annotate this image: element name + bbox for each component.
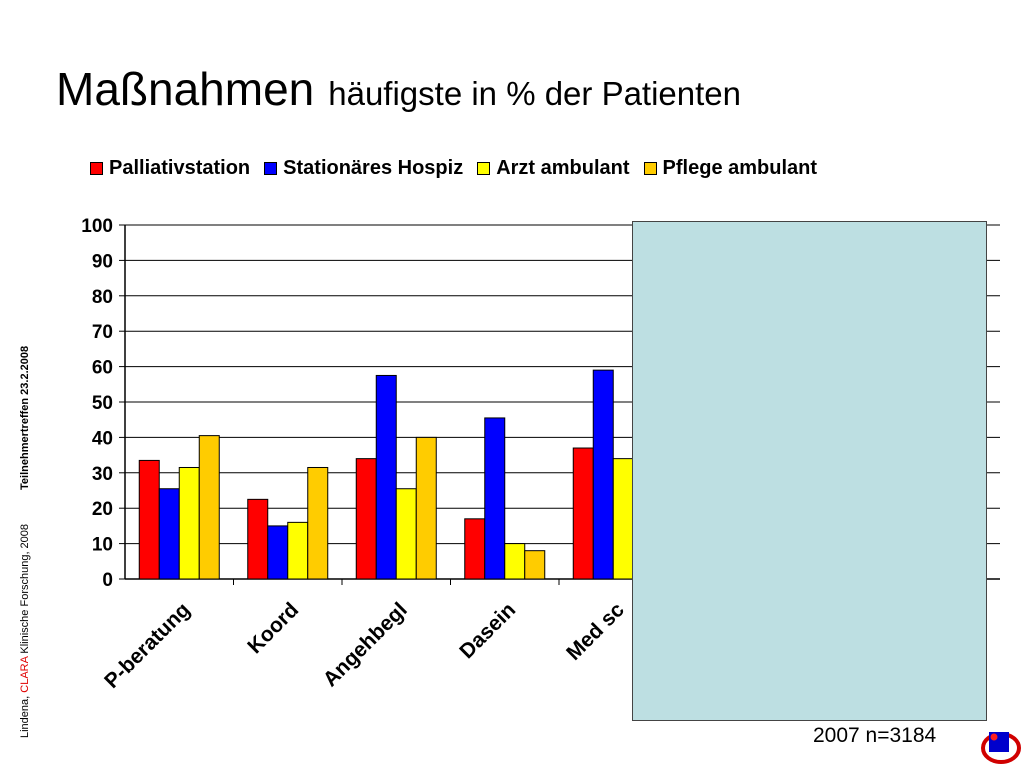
legend-item: Pflege ambulant: [643, 156, 818, 180]
bar: [158, 488, 180, 580]
x-tick-label: Dasein: [455, 598, 520, 663]
bar: [198, 435, 220, 580]
bar: [178, 466, 200, 580]
x-tick-label: Med sc: [562, 598, 629, 665]
y-tick-label: 50: [92, 393, 113, 414]
sample-footnote: 2007 n=3184: [813, 724, 937, 747]
caption-brand: CLARA: [19, 656, 31, 693]
y-tick-label: 70: [92, 322, 113, 343]
legend-swatch: [643, 161, 657, 175]
caption-author: Lindena,: [19, 692, 31, 738]
y-tick-label: 80: [92, 287, 113, 308]
legend-swatch: [264, 161, 278, 175]
bar: [307, 466, 329, 580]
bar: [504, 543, 526, 580]
legend-swatch: [90, 161, 103, 175]
bar: [415, 436, 437, 580]
bar: [375, 374, 397, 580]
y-tick-label: 10: [92, 535, 113, 556]
bar: [464, 518, 486, 580]
x-tick-label: P-beratung: [100, 598, 195, 693]
legend-item: Arzt ambulant: [477, 156, 630, 180]
bar: [267, 525, 289, 580]
legend-swatch: [477, 161, 491, 175]
legend-label: Palliativstation: [109, 156, 251, 179]
bar: [484, 417, 506, 580]
bar: [395, 488, 417, 580]
y-tick-label: 40: [92, 428, 113, 449]
caption-event: Teilnehmertreffen 23.2.2008: [19, 345, 31, 490]
side-caption: Lindena, CLARA Klinische Forschung, 2008…: [19, 346, 31, 738]
cover-box: [632, 221, 987, 721]
bar: [287, 521, 309, 580]
x-tick-label: Koord: [243, 598, 303, 658]
bar: [612, 458, 634, 580]
title-subtitle: häufigste in % der Patienten: [328, 75, 742, 112]
caption-org: Klinische Forschung, 2008: [19, 523, 31, 657]
legend-label: Pflege ambulant: [662, 156, 818, 179]
bar: [524, 550, 546, 580]
y-tick-label: 30: [92, 464, 113, 485]
bar: [572, 447, 594, 580]
chart-legend: Palliativstation Stationäres Hospiz Arzt a…: [90, 156, 831, 180]
bar: [138, 459, 160, 580]
legend-item: Stationäres Hospiz: [264, 157, 463, 180]
y-tick-label: 100: [81, 216, 113, 237]
x-tick-label: Angehbegl: [319, 598, 412, 691]
slide-title: Maßnahmen häufigste in % der Patienten: [56, 62, 741, 116]
bar: [355, 458, 377, 580]
clara-logo-icon: [981, 732, 1021, 764]
legend-label: Stationäres Hospiz: [283, 156, 464, 179]
y-tick-label: 60: [92, 358, 113, 379]
legend-item: Palliativstation: [90, 157, 250, 180]
y-tick-label: 0: [102, 570, 113, 591]
bar: [592, 369, 614, 580]
bar: [247, 498, 269, 580]
title-main: Maßnahmen: [56, 63, 315, 115]
y-tick-label: 20: [92, 499, 113, 520]
legend-label: Arzt ambulant: [496, 156, 630, 179]
y-tick-label: 90: [92, 251, 113, 272]
